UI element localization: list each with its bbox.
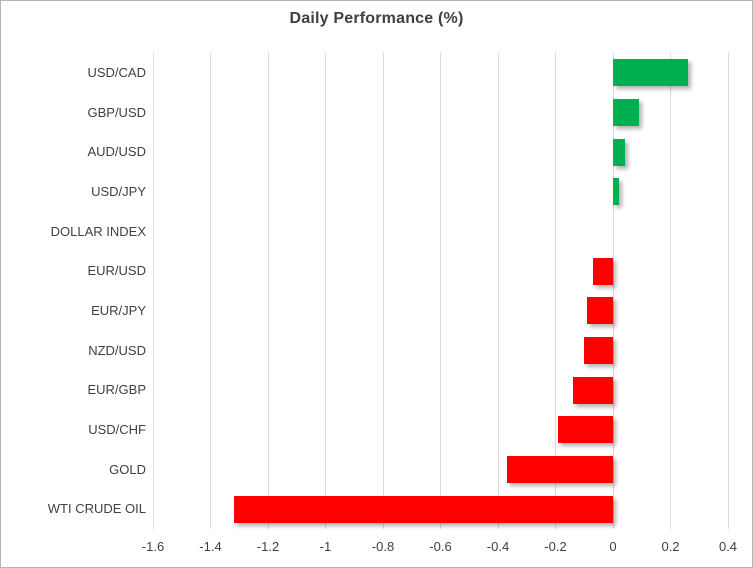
- x-tick-label--0p6: -0.6: [429, 539, 452, 554]
- bar-wti-crude-oil: [233, 495, 613, 523]
- category-label-usd-chf: USD/CHF: [88, 422, 146, 437]
- category-label-aud-usd: AUD/USD: [87, 144, 146, 160]
- gridline-0p4: [727, 53, 729, 529]
- gridline--0p2: [555, 53, 556, 529]
- gridline-0p2: [670, 53, 671, 529]
- bar-eur-usd: [592, 257, 613, 285]
- x-tick-label--0p4: -0.4: [486, 539, 510, 554]
- gridline--0p4: [497, 53, 499, 529]
- category-label-dollar-index: DOLLAR INDEX: [50, 223, 146, 239]
- x-tick-label--1p6: -1.6: [141, 539, 165, 554]
- bar-eur-jpy: [587, 297, 613, 325]
- x-tick-label--1p4: -1.4: [199, 539, 222, 554]
- category-label-usd-jpy: USD/JPY: [91, 184, 146, 199]
- category-label-gold: GOLD: [109, 461, 146, 477]
- x-tick-label--0p8: -0.8: [371, 539, 395, 554]
- bar-usd-cad: [613, 59, 688, 87]
- category-label-eur-gbp: EUR/GBP: [87, 382, 146, 398]
- gridline--1p2: [267, 53, 269, 529]
- gridline--0p6: [440, 53, 441, 529]
- bar-aud-usd: [613, 138, 625, 166]
- gridline--1p6: [152, 53, 154, 529]
- category-label-usd-cad: USD/CAD: [87, 65, 146, 80]
- category-label-eur-usd: EUR/USD: [87, 263, 146, 279]
- x-tick-label--1p2: -1.2: [256, 539, 280, 554]
- chart-title: Daily Performance (%): [289, 10, 464, 27]
- category-label-wti-crude-oil: WTI CRUDE OIL: [47, 501, 146, 517]
- gridline--0p8: [382, 53, 384, 529]
- gridline-0: [612, 53, 614, 529]
- x-tick-label-0p2: 0.2: [661, 539, 680, 554]
- bar-gbp-usd: [613, 99, 639, 126]
- bar-eur-gbp: [572, 376, 613, 404]
- x-tick-label--0p2: -0.2: [544, 539, 567, 554]
- x-tick-label-0p4: 0.4: [718, 539, 738, 554]
- category-label-eur-jpy: EUR/JPY: [91, 303, 146, 318]
- gridline--1p4: [210, 53, 211, 529]
- x-tick-label-0: 0: [609, 539, 617, 554]
- bar-gold: [506, 456, 613, 483]
- bar-usd-chf: [558, 416, 613, 444]
- bar-usd-jpy: [613, 178, 619, 206]
- plot-area: [152, 53, 729, 529]
- gridline--1: [325, 53, 326, 529]
- category-label-nzd-usd: NZD/USD: [88, 342, 146, 358]
- category-label-gbp-usd: GBP/USD: [87, 104, 146, 120]
- bar-nzd-usd: [584, 337, 613, 364]
- x-tick-label--1: -1: [319, 539, 332, 554]
